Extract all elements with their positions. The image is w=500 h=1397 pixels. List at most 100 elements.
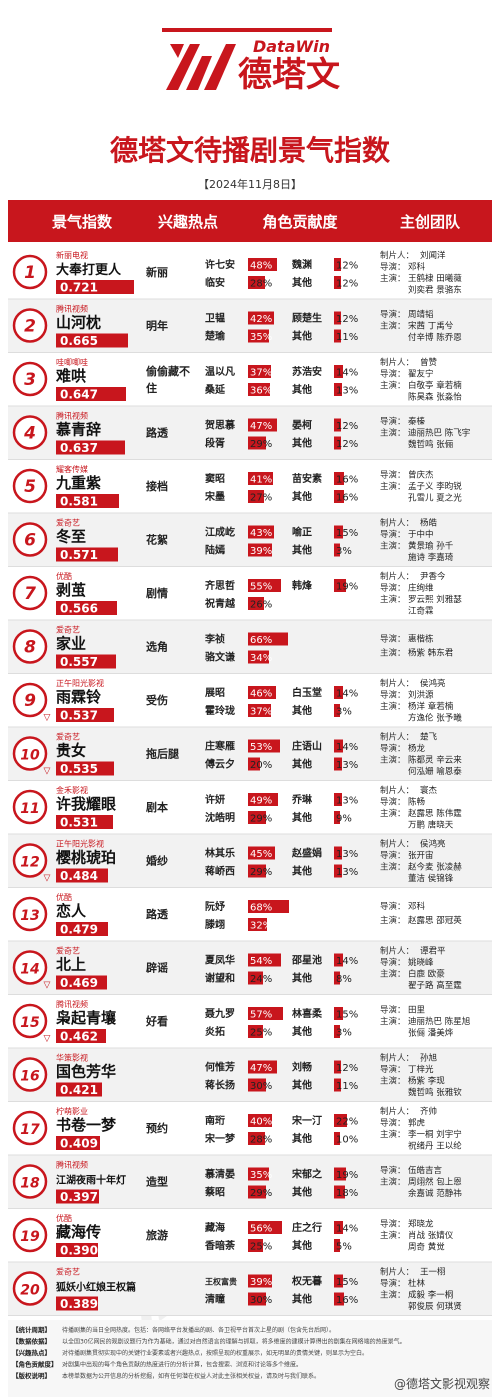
- crew-names: 惠楷栋: [408, 633, 434, 644]
- crew-names: 罗云熙 刘雅瑟: [408, 594, 462, 605]
- role-share-bar: [334, 864, 342, 878]
- crew-label: 主演：: [380, 861, 406, 872]
- rank-badge-ring: [12, 843, 48, 878]
- role-share-pct: 43%: [250, 528, 272, 539]
- crew-label: 制片人：: [380, 785, 414, 796]
- drama-title: 北上: [56, 956, 86, 974]
- rank-badge-ring: [12, 1271, 48, 1306]
- role-name: 卫韫: [205, 312, 225, 325]
- role-share-pct: 54%: [250, 956, 272, 967]
- role-share-bar: [248, 276, 265, 289]
- role-name: 赵盛娟: [291, 847, 322, 860]
- role-share-pct: 42%: [250, 314, 272, 325]
- role-name: 桑延: [204, 383, 226, 396]
- crew-names: 曾庆杰: [408, 470, 434, 481]
- role-share-pct: 14%: [336, 1224, 358, 1235]
- crew-names: 侯鸿亮: [420, 678, 446, 689]
- platform-label: 正午阳光影视: [56, 839, 104, 849]
- index-value: 0.390: [60, 1244, 98, 1258]
- crew-names: 赵露思 邵冠英: [408, 915, 462, 926]
- rank-badge-ring: [12, 736, 48, 771]
- crew-names: 楚飞: [420, 731, 438, 742]
- role-share-pct: 53%: [250, 742, 272, 753]
- crew-label: 导演：: [380, 582, 406, 593]
- role-share-bar: [334, 1167, 346, 1181]
- crew-names: 杨紫 李现: [408, 1075, 445, 1086]
- role-share-pct: 26%: [250, 600, 272, 611]
- index-bar: [56, 1136, 100, 1150]
- role-share-pct: 30%: [250, 1295, 272, 1306]
- index-bar: [56, 440, 125, 455]
- role-share-pct: 57%: [250, 1010, 272, 1021]
- crew-names: 刘洪源: [408, 689, 434, 700]
- drama-title: 贵女: [56, 742, 86, 760]
- index-value: 0.665: [60, 334, 98, 348]
- index-value: 0.479: [60, 923, 98, 937]
- crew-names: 李一桐 刘宇宁: [408, 1129, 462, 1140]
- crew-names: 邓科: [408, 901, 426, 912]
- role-name: 霍玲珑: [205, 704, 235, 717]
- role-name: 其他: [292, 330, 312, 343]
- crew-names: 翟子路 高至霆: [408, 980, 462, 991]
- index-bar: [56, 1189, 99, 1204]
- role-share-bar: [248, 525, 274, 539]
- rank-badge-ring: [12, 1164, 48, 1199]
- role-name: 顾楚生: [292, 312, 322, 325]
- role-share-pct: 14%: [336, 689, 358, 700]
- role-share-bar: [334, 793, 342, 806]
- index-value: 0.409: [60, 1137, 98, 1151]
- crew-label: 导演：: [380, 470, 406, 481]
- platform-label: 爱奇艺: [56, 518, 80, 528]
- role-share-bar: [248, 1167, 269, 1181]
- index-value: 0.469: [60, 976, 98, 990]
- rank-number: 18: [20, 1176, 40, 1192]
- crew-names: 周靖韬: [408, 309, 434, 320]
- crew-names: 郭俊辰 何琪贤: [408, 1301, 462, 1312]
- role-name: 苏浩安: [292, 365, 322, 378]
- note-label: 【兴趣热点】: [12, 1348, 51, 1357]
- role-share-pct: 32%: [250, 921, 272, 932]
- interest-hotspot: 新丽: [146, 265, 168, 279]
- drama-title: 狐妖小红娘王权篇: [56, 1281, 136, 1294]
- index-bar: [56, 922, 108, 936]
- role-name: 沈皓明: [205, 811, 235, 824]
- crew-label: 主演：: [380, 915, 406, 926]
- index-value: 0.571: [60, 548, 98, 562]
- crew-names: 伍皓吉言: [408, 1165, 443, 1176]
- role-name: 其他: [292, 383, 312, 396]
- role-share-bar: [248, 632, 288, 646]
- role-share-bar: [248, 1007, 283, 1020]
- note-text: 本榜单数据为公开信息的分析挖掘，如有任何潜在权益人对此主张相关权益，请及时与我们…: [62, 1372, 320, 1380]
- crew-names: 秦榛: [408, 416, 426, 427]
- interest-hotspot: 婚纱: [146, 854, 168, 868]
- role-share-pct: 16%: [336, 1295, 358, 1306]
- crew-label: 导演：: [380, 633, 406, 644]
- role-share-bar: [334, 383, 342, 396]
- role-share-pct: 29%: [250, 814, 272, 825]
- role-name: 炎拓: [205, 1025, 225, 1038]
- role-share-bar: [334, 311, 341, 325]
- crew-label: 制片人：: [380, 1052, 414, 1063]
- index-bar: [56, 1296, 98, 1311]
- crew-names: 余嘉诚 范静祎: [408, 1188, 462, 1199]
- role-share-bar: [334, 1060, 341, 1074]
- role-share-pct: 39%: [250, 546, 272, 557]
- index-bar: [56, 387, 126, 401]
- index-bar: [56, 815, 113, 829]
- crew-label: 制片人：: [380, 250, 414, 261]
- drama-title: 樱桃琥珀: [56, 849, 116, 867]
- platform-label: 新丽电视: [56, 250, 88, 260]
- interest-hotspot: 剧本: [146, 800, 168, 814]
- drama-title: 难哄: [55, 367, 86, 385]
- role-share-bar: [248, 650, 269, 664]
- datawin-logo: DataWin 德塔文: [162, 28, 340, 95]
- role-share-bar: [248, 1292, 266, 1306]
- crew-label: 主演：: [380, 481, 406, 492]
- platform-label: 腾讯视频: [56, 1160, 88, 1170]
- note-text: 以全国30亿网民的观剧议题行为作为基础，通过对自然语言的理解与抓取，将多维度的建…: [62, 1338, 406, 1346]
- role-share-pct: 66%: [250, 635, 272, 646]
- date-label: 【2024年11月8日】: [198, 177, 302, 191]
